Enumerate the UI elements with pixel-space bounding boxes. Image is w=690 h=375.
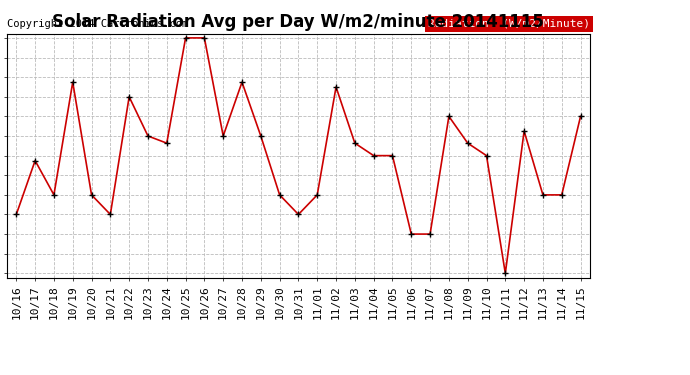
Text: Copyright 2014 Cartronics.com: Copyright 2014 Cartronics.com: [7, 19, 188, 29]
Title: Solar Radiation Avg per Day W/m2/minute 20141115: Solar Radiation Avg per Day W/m2/minute …: [52, 13, 544, 31]
Text: Radiation  (W/m2/Minute): Radiation (W/m2/Minute): [428, 19, 590, 29]
